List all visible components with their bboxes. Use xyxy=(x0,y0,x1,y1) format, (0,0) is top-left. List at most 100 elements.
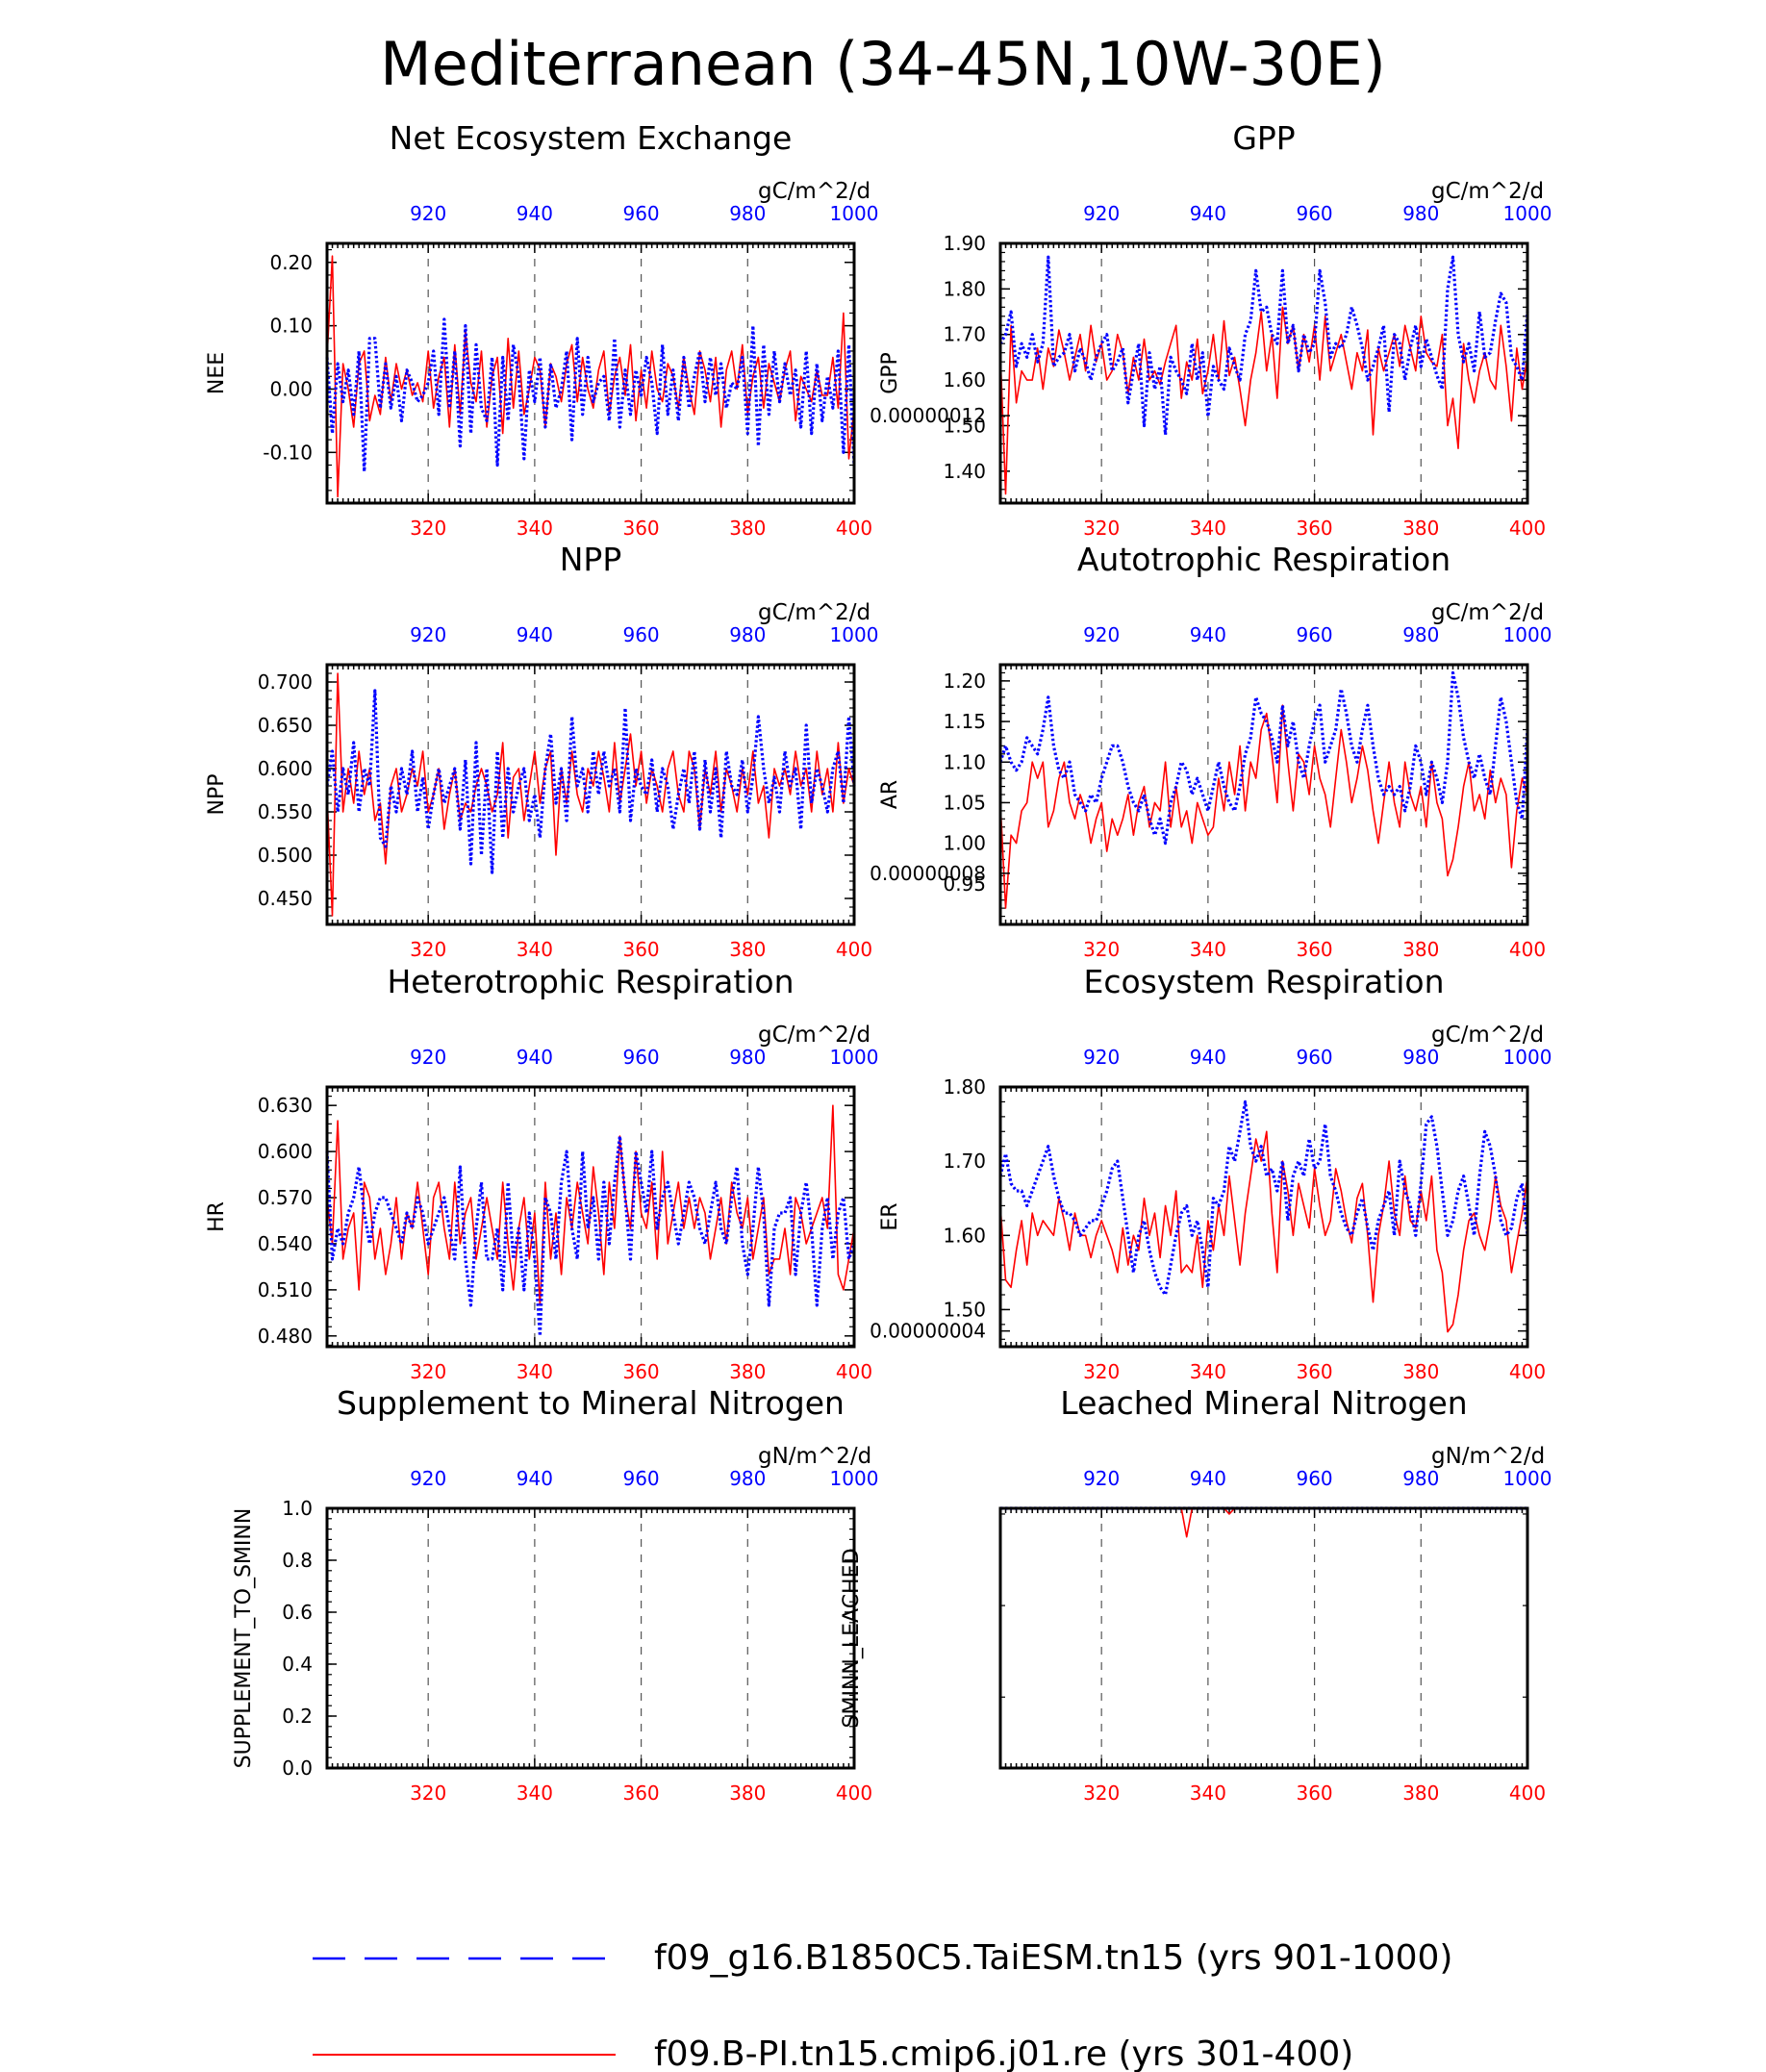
plot-frame xyxy=(325,241,856,505)
x-tick-label-bottom: 360 xyxy=(622,1781,659,1805)
x-tick-label-top: 980 xyxy=(729,1046,766,1069)
x-tick-label-top: 960 xyxy=(1296,1467,1332,1490)
series-line-cmip6 xyxy=(1000,1507,1527,1538)
x-tick-label-bottom: 340 xyxy=(517,1360,553,1383)
x-tick-label-bottom: 400 xyxy=(836,1360,872,1383)
y-tick-label: 0.00000008 xyxy=(870,862,986,885)
x-tick-label-bottom: 320 xyxy=(410,517,446,540)
y-axis-label: HR xyxy=(205,1201,229,1232)
x-tick-label-bottom: 340 xyxy=(517,938,553,961)
x-tick-label-top: 920 xyxy=(1083,1467,1120,1490)
x-tick-label-bottom: 320 xyxy=(410,1781,446,1805)
y-tick-label: 0.550 xyxy=(258,800,313,823)
series-line-taiesm xyxy=(325,1134,856,1338)
x-tick-label-top: 920 xyxy=(410,1467,446,1490)
x-tick-label-top: 960 xyxy=(622,623,659,646)
y-tick-label: 0.00000004 xyxy=(870,1320,986,1343)
legend: f09_g16.B1850C5.TaiESM.tn15 (yrs 901-100… xyxy=(313,1938,1452,2072)
chart-panel-7: Leached Mineral Nitrogen gN/m^2/d 320 340 36… xyxy=(840,404,1552,1805)
y-tick-label: 1.0 xyxy=(282,1497,313,1520)
series-line-taiesm xyxy=(998,255,1529,437)
x-tick-label-top: 980 xyxy=(729,623,766,646)
y-tick-label: 0.630 xyxy=(258,1094,313,1117)
y-tick-label: 0.570 xyxy=(258,1186,313,1209)
x-tick-label-top: 940 xyxy=(517,1046,553,1069)
x-tick-label-top: 940 xyxy=(1190,1046,1226,1069)
x-tick-label-top: 1000 xyxy=(1503,202,1552,225)
chart-panel-5: Ecosystem Respiration gC/m^2/d 320 340 360 38… xyxy=(878,963,1552,1383)
x-tick-label-top: 980 xyxy=(729,202,766,225)
series-line-cmip6 xyxy=(326,672,855,917)
x-tick-label-top: 920 xyxy=(1083,623,1120,646)
series-line-cmip6 xyxy=(999,704,1528,909)
y-tick-label: 0.0 xyxy=(282,1756,313,1780)
x-tick-label-top: 960 xyxy=(1296,623,1332,646)
y-axis-label: SMINN_LEACHED xyxy=(840,1549,864,1729)
series-line-cmip6 xyxy=(326,1104,855,1306)
y-tick-label: 0.8 xyxy=(282,1549,313,1572)
x-tick-label-bottom: 360 xyxy=(622,938,659,961)
units-label: gC/m^2/d xyxy=(758,179,870,204)
x-tick-label-bottom: 400 xyxy=(1509,1360,1546,1383)
x-tick-label-bottom: 380 xyxy=(1402,938,1439,961)
x-tick-label-top: 940 xyxy=(517,202,553,225)
x-tick-label-top: 940 xyxy=(517,1467,553,1490)
x-tick-label-bottom: 360 xyxy=(1296,1781,1332,1805)
x-tick-label-top: 1000 xyxy=(830,1046,879,1069)
x-tick-label-top: 1000 xyxy=(1503,1046,1552,1069)
x-tick-label-bottom: 340 xyxy=(1190,938,1226,961)
y-tick-label: -0.10 xyxy=(263,441,313,464)
panel-title: Ecosystem Respiration xyxy=(1083,963,1444,1000)
plot-frame xyxy=(325,1506,856,1770)
x-tick-label-bottom: 380 xyxy=(729,1360,766,1383)
panel-title: Heterotrophic Respiration xyxy=(387,963,794,1000)
figure-title: Mediterranean (34-45N,10W-30E) xyxy=(380,29,1386,99)
x-tick-label-top: 960 xyxy=(622,1046,659,1069)
panel-title: Supplement to Mineral Nitrogen xyxy=(337,1384,845,1422)
series-line-taiesm xyxy=(998,670,1529,846)
x-tick-label-bottom: 340 xyxy=(517,517,553,540)
x-tick-label-bottom: 320 xyxy=(410,1360,446,1383)
x-tick-label-bottom: 320 xyxy=(1083,1360,1120,1383)
chart-panel-0: Net Ecosystem Exchange gC/m^2/d 320 340 360 3… xyxy=(205,119,878,540)
y-tick-label: 1.00 xyxy=(943,832,986,855)
y-tick-label: 0.600 xyxy=(258,1140,313,1163)
x-tick-label-top: 920 xyxy=(410,1046,446,1069)
y-tick-label: 1.60 xyxy=(943,368,986,392)
x-tick-label-top: 1000 xyxy=(1503,623,1552,646)
series-line-cmip6 xyxy=(999,1130,1528,1333)
units-label: gC/m^2/d xyxy=(1431,1023,1544,1048)
y-tick-label: 0.480 xyxy=(258,1325,313,1348)
x-tick-label-bottom: 380 xyxy=(1402,1360,1439,1383)
panel-grid: Net Ecosystem Exchange gC/m^2/d 320 340 360 3… xyxy=(205,119,1552,1805)
y-tick-label: 1.80 xyxy=(943,1075,986,1099)
y-tick-label: 1.40 xyxy=(943,460,986,483)
plot-frame xyxy=(325,663,856,926)
plot-frame xyxy=(998,663,1529,926)
x-tick-label-bottom: 380 xyxy=(729,1781,766,1805)
y-tick-label: 0.6 xyxy=(282,1601,313,1624)
units-label: gN/m^2/d xyxy=(1431,1444,1545,1469)
x-tick-label-top: 960 xyxy=(622,202,659,225)
x-tick-label-bottom: 400 xyxy=(1509,1781,1546,1805)
x-tick-label-bottom: 380 xyxy=(1402,1781,1439,1805)
y-tick-label: 1.60 xyxy=(943,1224,986,1247)
y-tick-label: 0.95 xyxy=(943,872,986,896)
y-axis-label: NPP xyxy=(205,774,229,816)
y-axis-label: NEE xyxy=(205,352,229,394)
y-tick-label: 0.10 xyxy=(269,315,313,338)
x-tick-label-top: 920 xyxy=(1083,1046,1120,1069)
y-tick-label: 0.00 xyxy=(269,377,313,400)
x-tick-label-top: 960 xyxy=(1296,1046,1332,1069)
panel-title: Net Ecosystem Exchange xyxy=(390,119,793,157)
x-tick-label-top: 920 xyxy=(1083,202,1120,225)
x-tick-label-top: 1000 xyxy=(830,202,879,225)
x-tick-label-bottom: 360 xyxy=(1296,1360,1332,1383)
y-axis-label: GPP xyxy=(878,352,902,394)
x-tick-label-bottom: 400 xyxy=(1509,517,1546,540)
plot-frame xyxy=(998,1506,1529,1770)
y-tick-label: 0.20 xyxy=(269,251,313,274)
units-label: gC/m^2/d xyxy=(758,600,870,625)
plot-frame xyxy=(998,1085,1529,1349)
